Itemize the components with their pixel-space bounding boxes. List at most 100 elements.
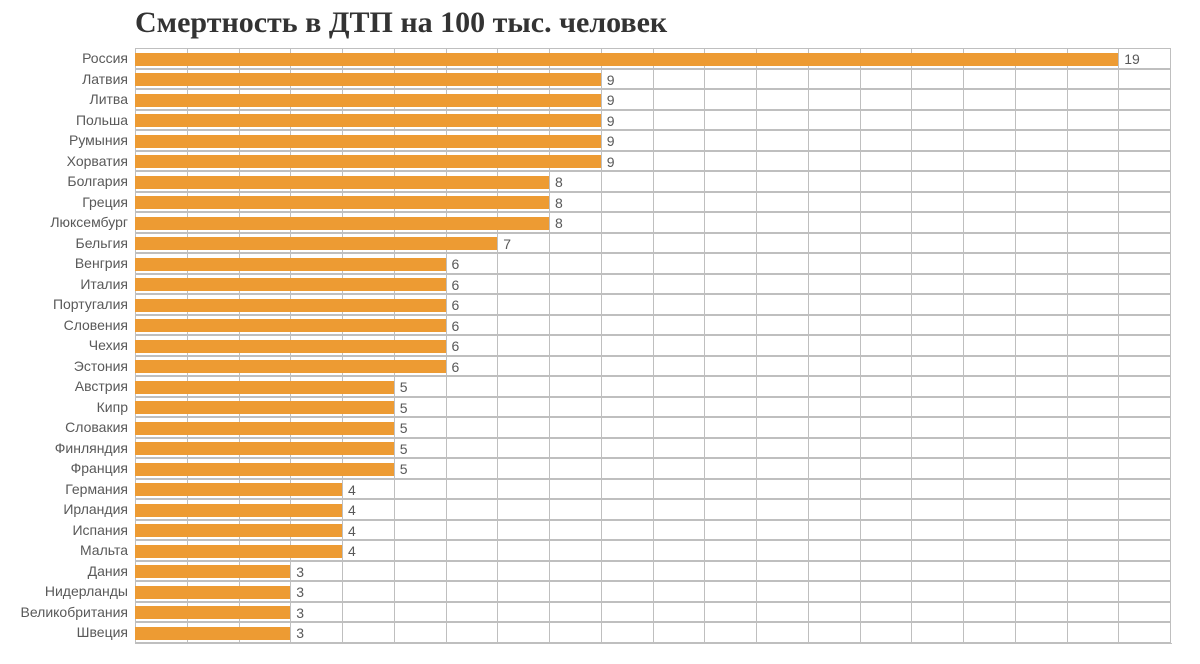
value-label: 6: [452, 359, 460, 375]
value-label: 9: [607, 113, 615, 129]
value-label: 5: [400, 461, 408, 477]
value-label: 8: [555, 215, 563, 231]
bar-track: 9: [135, 89, 1170, 110]
value-label: 3: [296, 564, 304, 580]
bar: 3: [135, 627, 290, 640]
bar: 8: [135, 176, 549, 189]
bar-track: 6: [135, 253, 1170, 274]
bar-track: 6: [135, 315, 1170, 336]
bar: 19: [135, 53, 1118, 66]
bar-row: Польша9: [135, 110, 1170, 131]
category-label: Словакия: [10, 419, 128, 435]
bar-track: 3: [135, 581, 1170, 602]
bar: 4: [135, 524, 342, 537]
value-label: 8: [555, 174, 563, 190]
bar-row: Венгрия6: [135, 253, 1170, 274]
bar: 5: [135, 381, 394, 394]
value-label: 9: [607, 92, 615, 108]
category-label: Португалия: [10, 296, 128, 312]
bar-track: 5: [135, 438, 1170, 459]
bar-row: Латвия9: [135, 69, 1170, 90]
bar-track: 8: [135, 171, 1170, 192]
value-label: 5: [400, 441, 408, 457]
bar-track: 4: [135, 540, 1170, 561]
bar: 4: [135, 545, 342, 558]
bar-track: 4: [135, 520, 1170, 541]
bar-row: Румыния9: [135, 130, 1170, 151]
bar-row: Франция5: [135, 458, 1170, 479]
category-label: Польша: [10, 112, 128, 128]
value-label: 6: [452, 256, 460, 272]
bar: 6: [135, 319, 446, 332]
value-label: 3: [296, 584, 304, 600]
bar-track: 19: [135, 48, 1170, 69]
bar-row: Финляндия5: [135, 438, 1170, 459]
category-label: Словения: [10, 317, 128, 333]
category-label: Чехия: [10, 337, 128, 353]
value-label: 4: [348, 482, 356, 498]
value-label: 7: [503, 236, 511, 252]
category-label: Мальта: [10, 542, 128, 558]
value-label: 19: [1124, 51, 1140, 67]
bar: 9: [135, 155, 601, 168]
plot-area: Россия19Латвия9Литва9Польша9Румыния9Хорв…: [135, 48, 1170, 643]
value-label: 5: [400, 420, 408, 436]
bar: 4: [135, 483, 342, 496]
value-label: 3: [296, 625, 304, 641]
value-label: 9: [607, 72, 615, 88]
bar-row: Ирландия4: [135, 499, 1170, 520]
bar-row: Хорватия9: [135, 151, 1170, 172]
bar-track: 5: [135, 417, 1170, 438]
bar: 3: [135, 606, 290, 619]
bar-row: Испания4: [135, 520, 1170, 541]
bar-row: Австрия5: [135, 376, 1170, 397]
bar-row: Швеция3: [135, 622, 1170, 643]
bar: 5: [135, 401, 394, 414]
x-axis-baseline: [135, 643, 1172, 644]
value-label: 4: [348, 502, 356, 518]
bar: 9: [135, 135, 601, 148]
bar: 6: [135, 258, 446, 271]
category-label: Швеция: [10, 624, 128, 640]
bar-row: Греция8: [135, 192, 1170, 213]
bar-row: Италия6: [135, 274, 1170, 295]
category-label: Болгария: [10, 173, 128, 189]
value-label: 5: [400, 379, 408, 395]
category-label: Германия: [10, 481, 128, 497]
category-label: Латвия: [10, 71, 128, 87]
bar-track: 9: [135, 110, 1170, 131]
bar-track: 5: [135, 397, 1170, 418]
bar-row: Россия19: [135, 48, 1170, 69]
category-label: Греция: [10, 194, 128, 210]
bar-row: Нидерланды3: [135, 581, 1170, 602]
bar-row: Литва9: [135, 89, 1170, 110]
bar-track: 8: [135, 192, 1170, 213]
category-label: Франция: [10, 460, 128, 476]
bar: 6: [135, 278, 446, 291]
category-label: Кипр: [10, 399, 128, 415]
category-label: Нидерланды: [10, 583, 128, 599]
bar-track: 3: [135, 622, 1170, 643]
bar: 7: [135, 237, 497, 250]
bar-track: 6: [135, 274, 1170, 295]
bar: 5: [135, 463, 394, 476]
bar: 6: [135, 360, 446, 373]
category-label: Ирландия: [10, 501, 128, 517]
bar-row: Португалия6: [135, 294, 1170, 315]
category-label: Испания: [10, 522, 128, 538]
category-label: Хорватия: [10, 153, 128, 169]
bar-row: Кипр5: [135, 397, 1170, 418]
value-label: 8: [555, 195, 563, 211]
bar: 6: [135, 340, 446, 353]
bar-track: 8: [135, 212, 1170, 233]
bar: 8: [135, 196, 549, 209]
bar-row: Люксембург8: [135, 212, 1170, 233]
category-label: Литва: [10, 91, 128, 107]
bar-row: Болгария8: [135, 171, 1170, 192]
bar: 5: [135, 422, 394, 435]
category-label: Румыния: [10, 132, 128, 148]
value-label: 9: [607, 133, 615, 149]
bar-row: Словения6: [135, 315, 1170, 336]
bar-track: 5: [135, 458, 1170, 479]
bar: 3: [135, 586, 290, 599]
